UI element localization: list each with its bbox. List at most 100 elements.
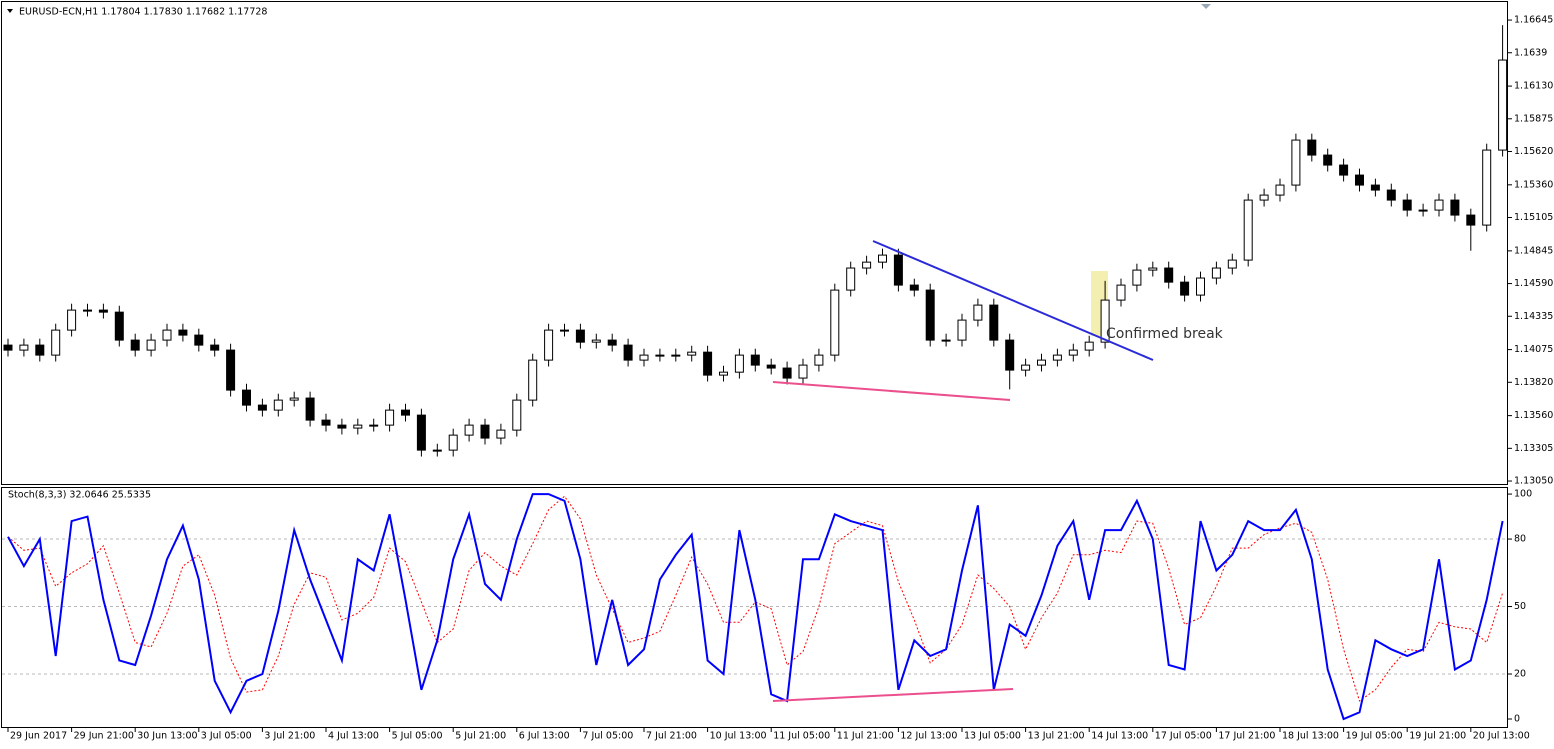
candle-body <box>321 419 331 426</box>
candle-body <box>798 364 808 379</box>
candle-body <box>448 434 458 451</box>
y-tick-label: 1.13560 <box>1514 410 1553 421</box>
candle-body <box>639 354 649 361</box>
trendline <box>872 240 1154 361</box>
indicator-title: Stoch(8,3,3) 32.0646 25.5335 <box>8 490 151 501</box>
y-tick-label: 1.1639 <box>1514 47 1547 58</box>
x-tick-label: 3 Jul 21:00 <box>264 731 315 742</box>
candle-body <box>1418 209 1428 212</box>
x-tick-label: 20 Jul 13:00 <box>1473 731 1530 742</box>
x-tick-label: 13 Jul 21:00 <box>1028 731 1085 742</box>
x-tick-label: 13 Jul 05:00 <box>964 731 1021 742</box>
candle-body <box>114 311 124 341</box>
candle-body <box>687 351 697 356</box>
candle-body <box>878 254 887 263</box>
candle-body <box>1402 199 1412 211</box>
candle-body <box>51 329 61 356</box>
x-tick-label: 29 Jun 2017 <box>10 731 67 742</box>
candle-body <box>1355 174 1364 186</box>
candle-body <box>1052 354 1062 361</box>
candle-body <box>35 344 45 356</box>
candle-body <box>416 414 426 451</box>
candle-body <box>766 364 776 369</box>
candle-body <box>401 409 410 416</box>
candle-body <box>1243 199 1253 261</box>
candle-body <box>544 329 554 361</box>
candle-body <box>1291 139 1301 186</box>
candle-body <box>432 449 442 452</box>
x-tick-label: 4 Jul 13:00 <box>328 731 379 742</box>
y-tick-label: 20 <box>1514 669 1526 680</box>
candle-body <box>1466 214 1476 226</box>
candle-body <box>1434 199 1444 211</box>
candle-body <box>1196 277 1205 296</box>
candle-body <box>782 367 792 379</box>
candle-body <box>257 404 267 411</box>
x-tick-label: 10 Jul 13:00 <box>710 731 767 742</box>
candle-body <box>146 339 156 351</box>
candle-body <box>814 354 824 366</box>
y-tick-label: 1.13050 <box>1514 476 1553 487</box>
y-tick-label: 1.16645 <box>1514 15 1553 26</box>
candle-body <box>353 424 363 429</box>
candle-body <box>1339 164 1349 176</box>
x-tick-label: 29 Jun 21:00 <box>74 731 134 742</box>
stoch-panel <box>1 487 1508 728</box>
x-tick-label: 7 Jul 21:00 <box>646 731 697 742</box>
candle-body <box>830 289 840 356</box>
candle-body <box>893 254 903 286</box>
candle-body <box>607 339 617 346</box>
candle-body <box>273 399 283 411</box>
x-tick-label: 7 Jul 05:00 <box>582 731 633 742</box>
candle-body <box>464 424 474 436</box>
candle-body <box>1482 149 1492 226</box>
menu-triangle <box>7 9 13 13</box>
x-tick-label: 30 Jun 13:00 <box>137 731 197 742</box>
candle-body <box>909 284 919 291</box>
candle-body <box>1148 267 1158 271</box>
candle-body <box>162 329 172 341</box>
candle-body <box>1275 184 1285 196</box>
annotation: Confirmed break <box>1106 326 1224 342</box>
y-tick-label: 1.15105 <box>1514 212 1553 223</box>
x-tick-label: 19 Jul 21:00 <box>1409 731 1466 742</box>
y-tick-label: 1.15620 <box>1514 146 1553 157</box>
candle-body <box>178 329 188 336</box>
candle-body <box>130 339 140 351</box>
y-tick-label: 1.14075 <box>1514 344 1553 355</box>
candle-body <box>19 344 29 351</box>
candle-body <box>623 344 633 361</box>
candle-body <box>862 261 872 269</box>
x-tick-label: 12 Jul 13:00 <box>900 731 957 742</box>
chart-title: EURUSD-ECN,H1 1.17804 1.17830 1.17682 1.… <box>19 7 267 18</box>
candle-body <box>83 309 92 312</box>
candle-body <box>1084 341 1094 351</box>
x-tick-label: 11 Jul 05:00 <box>773 731 830 742</box>
x-tick-label: 5 Jul 05:00 <box>392 731 443 742</box>
y-tick-label: 1.15360 <box>1514 179 1553 190</box>
candle-body <box>528 359 538 401</box>
candle-body <box>957 319 967 341</box>
candle-body <box>1021 364 1031 371</box>
candle-body <box>575 329 585 343</box>
x-tick-label: 11 Jul 21:00 <box>837 731 894 742</box>
x-tick-label: 19 Jul 05:00 <box>1346 731 1403 742</box>
y-tick-label: 1.13820 <box>1514 377 1553 388</box>
candle-body <box>1132 269 1142 286</box>
x-tick-label: 14 Jul 13:00 <box>1091 731 1148 742</box>
candle-body <box>655 354 665 357</box>
candle-body <box>1370 184 1380 191</box>
candle-body <box>1450 199 1460 216</box>
candle-body <box>512 399 522 431</box>
x-tick-label: 5 Jul 21:00 <box>455 731 506 742</box>
candle-body <box>1164 267 1174 283</box>
candle-body <box>1259 194 1269 201</box>
candle-body <box>1100 299 1110 343</box>
candle-body <box>242 389 251 406</box>
candle-body <box>369 424 379 427</box>
candle-body <box>750 354 760 366</box>
candle-body <box>98 309 108 313</box>
y-tick-label: 1.16130 <box>1514 81 1553 92</box>
